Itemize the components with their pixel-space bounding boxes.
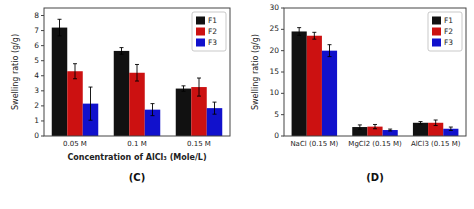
panel: 0 1 2 3 4 5 6 7 8 Swelling ratio (g/g) 0.05 M 0.1 M… [11, 8, 230, 183]
legend: F1 F2 F3 [192, 12, 226, 51]
legend-box [428, 12, 462, 51]
y-axis-label: Swelling ratio (g/g) [11, 34, 20, 110]
y-tick-label: 7 [34, 26, 39, 35]
error-bar [434, 120, 438, 126]
y-tick-label: 0 [274, 131, 279, 140]
x-axis-label: Concentration of AlCl₃ (Mole/L) [67, 153, 206, 162]
error-bar [135, 64, 139, 81]
error-bar [89, 87, 93, 120]
y-tick-label: 10 [269, 88, 279, 97]
error-bar [58, 19, 62, 36]
y-tick-label: 2 [34, 101, 39, 110]
legend: F1 F2 F3 [428, 12, 462, 51]
y-tick-label: 4 [34, 71, 39, 80]
bar [67, 71, 83, 136]
error-bar [197, 78, 201, 96]
bar [114, 51, 130, 136]
series [83, 104, 223, 136]
y-axis: 0 5 10 15 20 25 30 [269, 3, 284, 140]
error-bars [58, 19, 186, 91]
page: {"chart_data": [ {"type": "bar", "title"… [0, 0, 474, 209]
bar [129, 73, 145, 136]
legend-label: F1 [444, 16, 453, 25]
bar [322, 51, 337, 136]
y-tick-label: 1 [34, 116, 39, 125]
error-bar [312, 32, 316, 39]
panel: 0 5 10 15 20 25 30 Swelling ratio (g/g) NaCl (0.… [251, 3, 466, 183]
bar [307, 36, 322, 136]
series [322, 51, 459, 136]
legend-label: F2 [208, 27, 217, 36]
plot-frame [44, 8, 230, 136]
error-bar [449, 127, 453, 130]
y-tick-label: 3 [34, 86, 39, 95]
panel-title: (D) [366, 172, 383, 183]
error-bar [297, 28, 301, 36]
error-bar [151, 104, 155, 116]
y-tick-label: 5 [274, 110, 279, 119]
legend-swatch [196, 17, 205, 25]
bar [292, 31, 307, 136]
error-bar [358, 125, 362, 129]
y-axis-label: Swelling ratio (g/g) [251, 34, 260, 110]
error-bar [73, 64, 77, 79]
legend-label: F3 [208, 38, 217, 47]
legend-swatch [196, 39, 205, 47]
legend-swatch [432, 17, 441, 25]
legend-label: F1 [208, 16, 217, 25]
error-bars [328, 45, 453, 131]
y-tick-label: 30 [269, 3, 279, 12]
bar [176, 89, 192, 136]
error-bar [120, 48, 124, 55]
error-bar [388, 129, 392, 131]
bar [413, 123, 428, 136]
error-bar [328, 45, 332, 57]
legend-box [192, 12, 226, 51]
series [52, 28, 192, 136]
legend-swatch [432, 28, 441, 36]
y-tick-label: 8 [34, 11, 39, 20]
x-axis: 0.05 M 0.1 M 0.15 M [63, 140, 211, 148]
y-tick-label: 15 [269, 67, 279, 76]
y-tick-label: 0 [34, 131, 39, 140]
x-axis: NaCl (0.15 M) MgCl2 (0.15 M) AlCl3 (0.15 M… [290, 140, 460, 148]
y-axis: 0 1 2 3 4 5 6 7 8 [34, 11, 44, 140]
x-tick-label: AlCl3 (0.15 M) [411, 140, 461, 148]
y-tick-label: 5 [34, 56, 39, 65]
plot-area [292, 28, 459, 136]
x-tick-label: 0.1 M [127, 140, 146, 148]
legend-swatch [196, 28, 205, 36]
error-bars [297, 28, 422, 130]
legend-label: F3 [444, 38, 453, 47]
chart-root: 0 1 2 3 4 5 6 7 8 Swelling ratio (g/g) 0.05 M 0.1 M… [0, 0, 474, 209]
error-bars [312, 32, 437, 128]
x-tick-label: 0.05 M [63, 140, 87, 148]
series [307, 36, 444, 136]
y-tick-label: 20 [269, 46, 279, 55]
x-tick-label: MgCl2 (0.15 M) [348, 140, 402, 148]
series [292, 31, 428, 136]
x-tick-label: 0.15 M [187, 140, 211, 148]
y-tick-label: 25 [269, 24, 279, 33]
error-bars [73, 64, 201, 96]
plot-frame [284, 8, 466, 136]
x-tick-label: NaCl (0.15 M) [290, 140, 338, 148]
legend-swatch [432, 39, 441, 47]
error-bars [89, 87, 217, 120]
error-bar [373, 124, 377, 128]
bar [383, 130, 398, 136]
error-bar [182, 86, 186, 91]
bar [52, 28, 68, 136]
error-bar [419, 122, 423, 124]
legend-label: F2 [444, 27, 453, 36]
panel-title: (C) [129, 172, 145, 183]
error-bar [213, 102, 217, 114]
y-tick-label: 6 [34, 41, 39, 50]
